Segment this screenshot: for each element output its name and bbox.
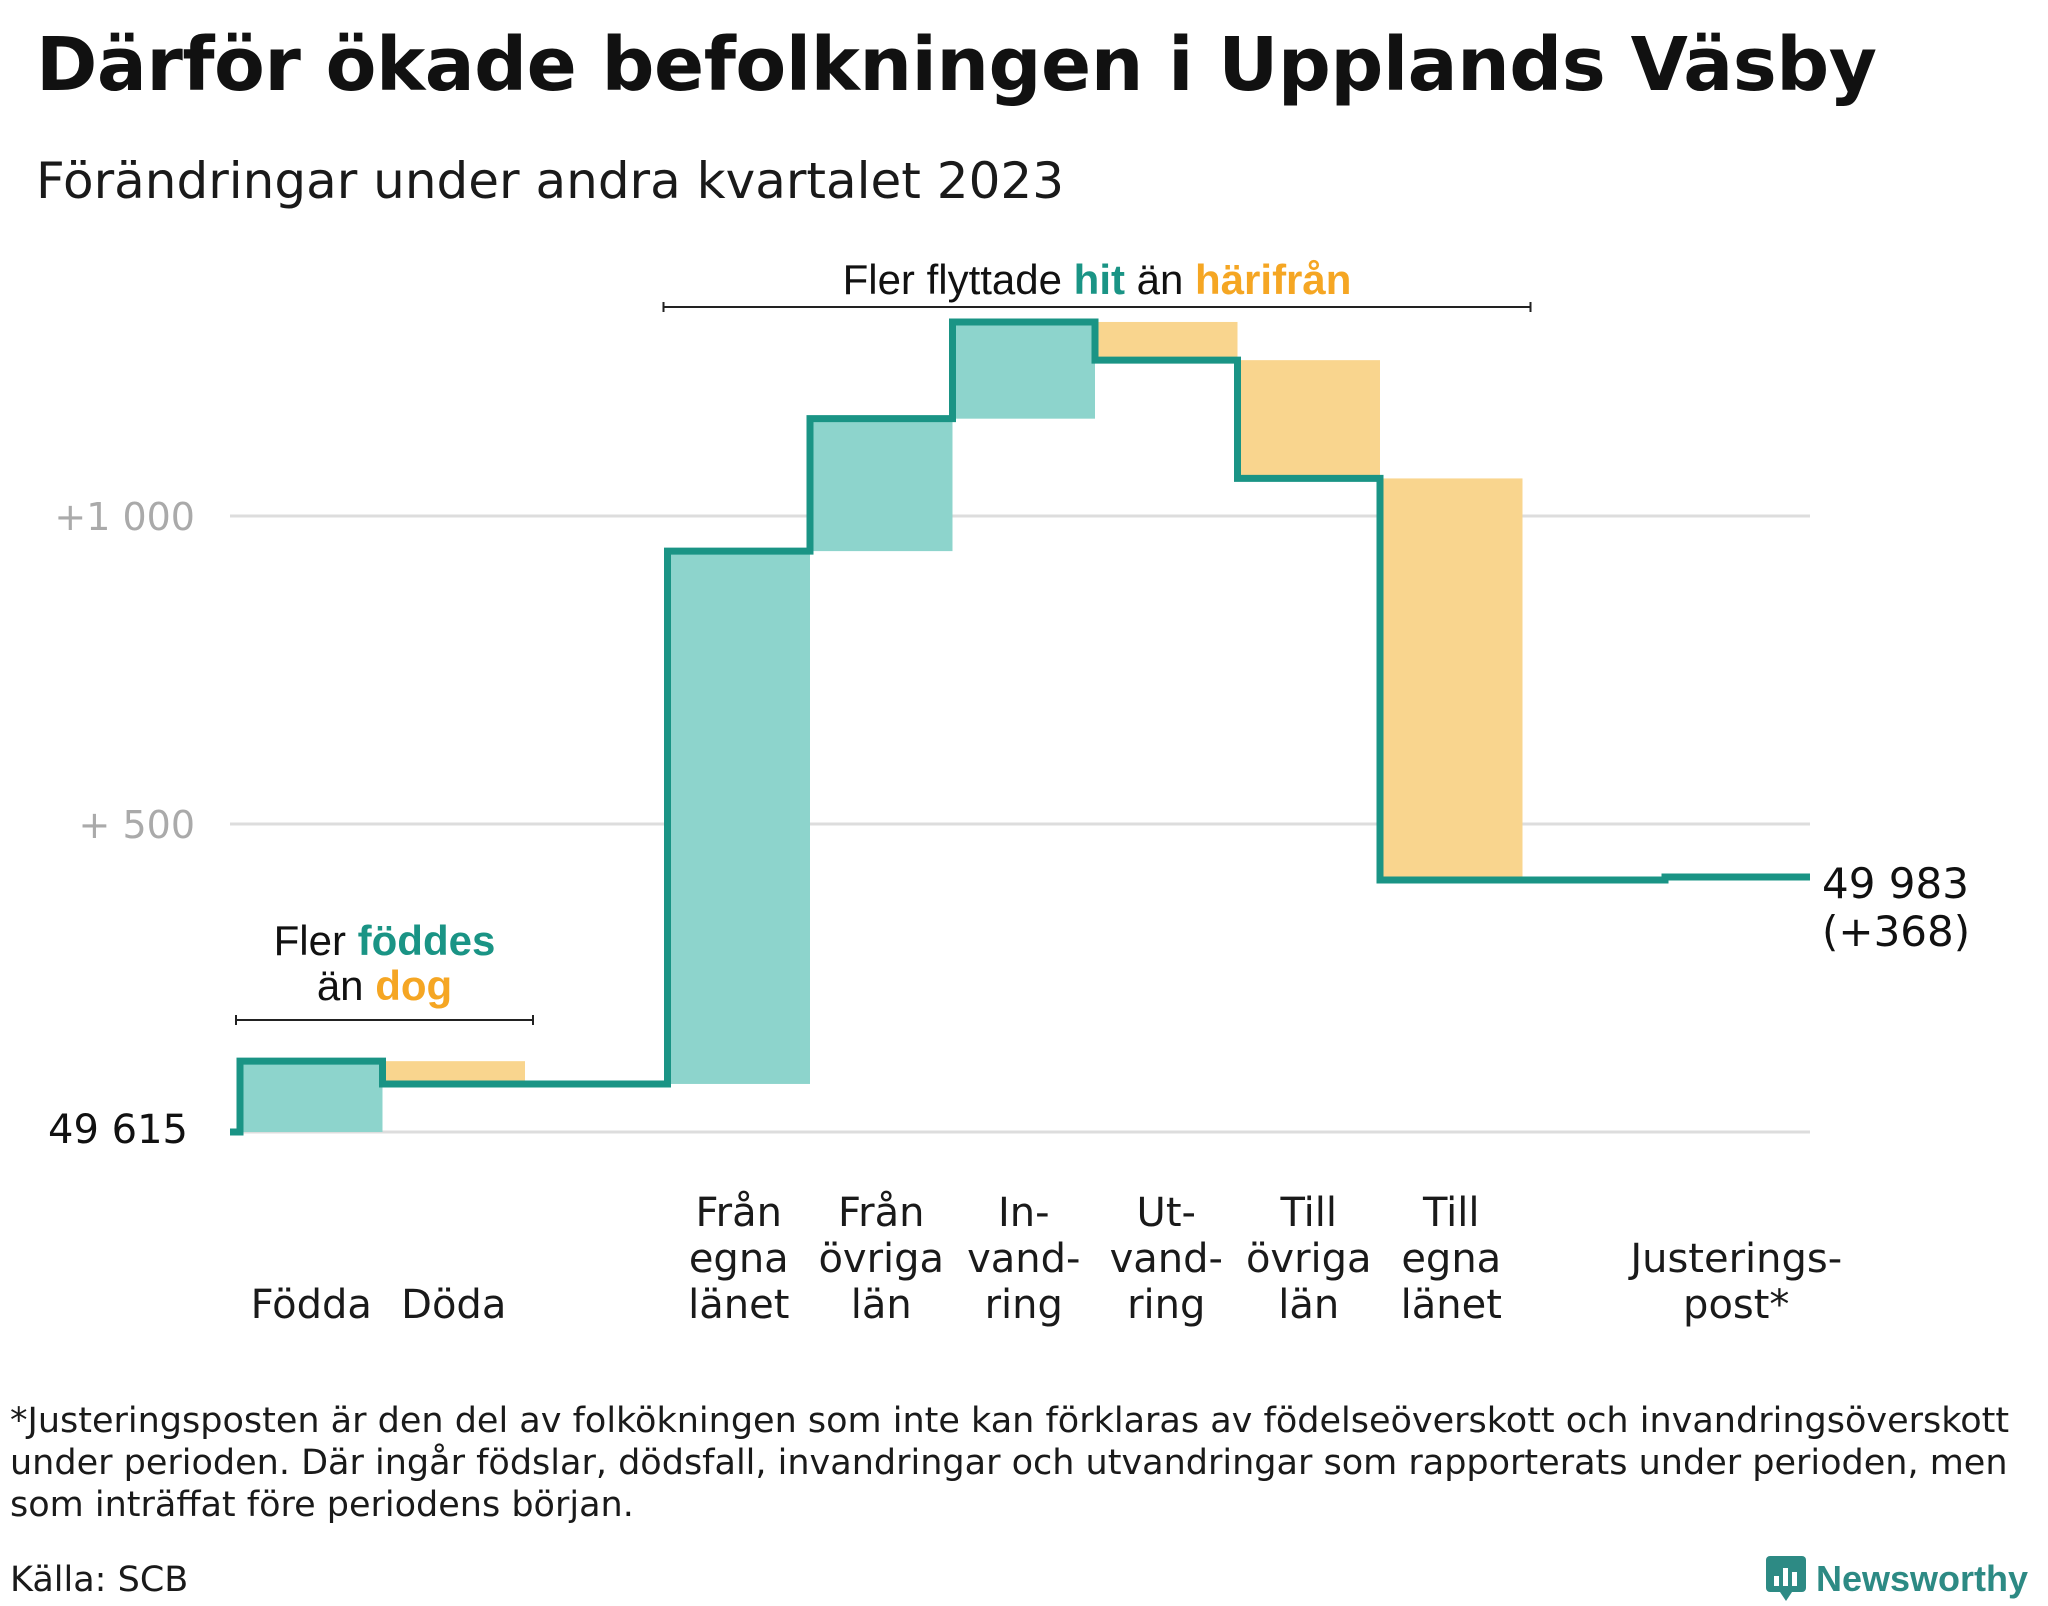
annotation-text: än dog	[317, 962, 452, 1009]
running-total-line	[230, 318, 1810, 1136]
x-axis-label: övriga	[818, 1236, 944, 1282]
x-axis-label: Födda	[251, 1282, 372, 1328]
annotation-text-part: än	[1125, 256, 1195, 303]
bars	[240, 321, 1808, 1132]
bar	[240, 1061, 383, 1132]
x-axis-label: Från	[696, 1190, 782, 1236]
bar	[810, 418, 953, 552]
running-total-path	[230, 318, 1810, 1136]
x-axis-label: post*	[1683, 1282, 1789, 1328]
x-axis-label: Döda	[401, 1282, 506, 1328]
x-axis-label: län	[851, 1282, 912, 1328]
grid-lines	[230, 514, 1810, 1134]
annotation-text-part: än	[317, 962, 375, 1009]
x-axis-label: Ut-	[1137, 1190, 1196, 1236]
annotation-text-part: föddes	[358, 917, 496, 964]
x-axis-label: ring	[1127, 1282, 1205, 1328]
end-value-label: 49 983(+368)	[1822, 859, 1970, 956]
x-axis-label: Till	[1279, 1190, 1337, 1236]
x-axis-label: In-	[998, 1190, 1050, 1236]
x-axis-label: egna	[1401, 1236, 1501, 1282]
chart-title: Därför ökade befolkningen i Upplands Väs…	[36, 22, 1877, 108]
bar	[667, 551, 810, 1084]
end-change: (+368)	[1822, 907, 1970, 956]
annotation-text-part: Fler flyttade	[843, 256, 1074, 303]
footnote: *Justeringsposten är den del av folkökni…	[10, 1401, 2010, 1525]
annotation-text-part: hit	[1074, 256, 1125, 303]
annotation-text-part: härifrån	[1195, 256, 1351, 303]
x-axis-label: länet	[1401, 1282, 1502, 1328]
bar	[952, 321, 1095, 419]
x-axis-label: egna	[689, 1236, 789, 1282]
x-axis-label: Justerings-	[1627, 1236, 1842, 1282]
x-axis-labels: Födda DödaFrånegnalänetFrånövrigalänIn-va…	[251, 1190, 1843, 1328]
x-axis-label: vand-	[967, 1236, 1080, 1282]
annotation-text-part: dog	[375, 962, 452, 1009]
newsworthy-logo-icon	[1766, 1556, 1806, 1601]
chart-subtitle: Förändringar under andra kvartalet 2023	[36, 152, 1065, 210]
y-tick-label: +1 000	[54, 495, 195, 539]
annotation-text: Fler föddes	[274, 917, 496, 964]
annotation-text-part: Fler	[274, 917, 358, 964]
end-value: 49 983	[1822, 859, 1969, 908]
y-tick-label: + 500	[79, 803, 195, 847]
bar	[1237, 360, 1380, 479]
bar	[382, 1061, 525, 1084]
x-axis-label: länet	[688, 1282, 789, 1328]
x-axis-label: Till	[1422, 1190, 1480, 1236]
brand-name: Newsworthy	[1816, 1558, 2029, 1599]
x-axis-label: vand-	[1110, 1236, 1223, 1282]
bar	[1380, 478, 1523, 881]
x-axis-label: Från	[838, 1190, 924, 1236]
baseline-value-label: 49 615	[48, 1107, 188, 1153]
x-axis-label: län	[1278, 1282, 1339, 1328]
annotation-text: Fler flyttade hit än härifrån	[843, 256, 1352, 303]
x-axis-label: övriga	[1246, 1236, 1372, 1282]
bar	[1095, 321, 1238, 361]
y-axis-labels: + 500 +1 000 49 615	[48, 495, 195, 1153]
x-axis-label: ring	[985, 1282, 1063, 1328]
brand-logo: Newsworthy	[1766, 1552, 2028, 1606]
source-note: Källa: SCB	[10, 1560, 189, 1600]
